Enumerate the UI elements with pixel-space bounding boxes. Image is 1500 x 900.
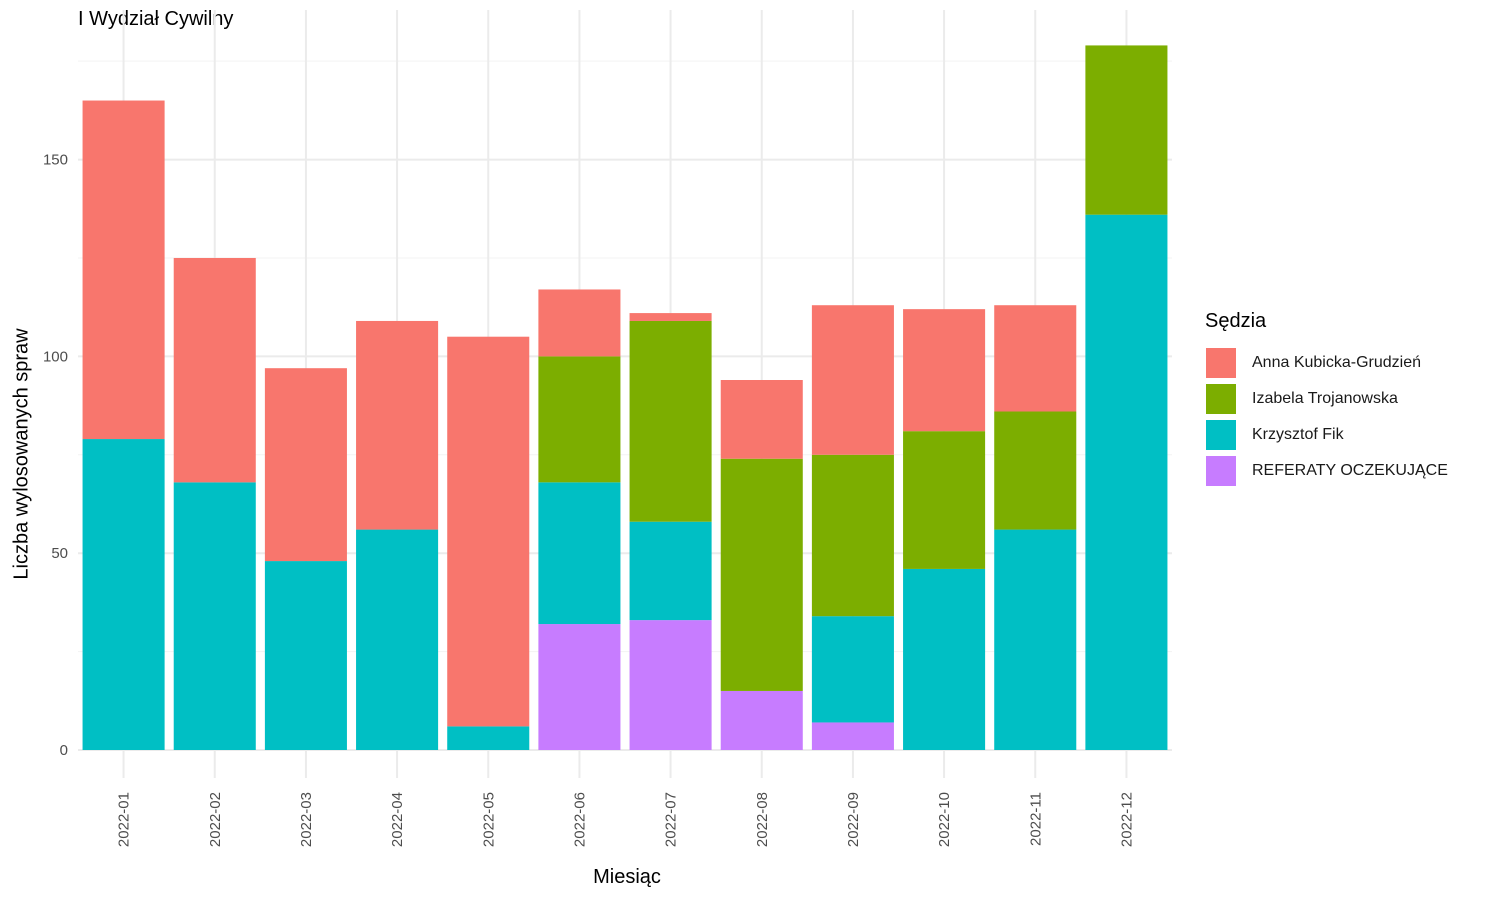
bar-segment — [720, 690, 803, 750]
bar-segment — [538, 356, 621, 483]
bar-segment — [173, 482, 256, 750]
legend-item: Izabela Trojanowska — [1205, 381, 1448, 417]
x-tick-label: 2022-11 — [1027, 792, 1044, 846]
bar-segment — [82, 439, 165, 750]
legend-items: Anna Kubicka-Grudzień Izabela Trojanowska… — [1205, 345, 1448, 489]
bar-segment — [994, 411, 1077, 530]
bar-segment — [994, 529, 1077, 750]
x-tick-label: 2022-01 — [116, 792, 133, 847]
x-tick-label: 2022-05 — [480, 792, 497, 847]
legend: Sędzia Anna Kubicka-Grudzień Izabela Troj… — [1205, 310, 1448, 489]
bar-segment — [903, 309, 986, 432]
bar-segment — [994, 305, 1077, 412]
x-tick-label: 2022-06 — [571, 792, 588, 847]
bar-segment — [811, 454, 894, 617]
bars — [82, 45, 1168, 750]
bar-segment — [356, 320, 439, 530]
bar-segment — [264, 368, 347, 562]
y-tick-label: 100 — [43, 348, 68, 365]
legend-title: Sędzia — [1205, 310, 1267, 332]
chart-title: I Wydział Cywilny — [78, 8, 234, 30]
x-tick-label: 2022-03 — [298, 792, 315, 847]
bar-segment — [538, 482, 621, 625]
bar-segment — [629, 521, 712, 621]
y-tick-label: 150 — [43, 152, 68, 169]
x-tick-label: 2022-04 — [389, 792, 406, 847]
bar-segment — [629, 313, 712, 321]
x-tick-label: 2022-07 — [663, 792, 680, 847]
legend-label: REFERATY OCZEKUJĄCE — [1252, 462, 1448, 479]
y-axis-label: Liczba wylosowanych spraw — [10, 328, 33, 580]
bar-segment — [629, 620, 712, 750]
bar-segment — [82, 100, 165, 440]
bar-segment — [538, 624, 621, 750]
bar-segment — [538, 289, 621, 357]
bar-segment — [720, 380, 803, 459]
legend-label: Izabela Trojanowska — [1252, 390, 1398, 407]
bar-segment — [356, 529, 439, 750]
bar-segment — [720, 458, 803, 691]
bar-segment — [173, 257, 256, 483]
y-tick-label: 0 — [60, 742, 68, 759]
bar-segment — [447, 726, 530, 750]
legend-label: Krzysztof Fik — [1252, 426, 1344, 443]
y-axis-ticks: 0 50 100 150 — [43, 152, 68, 759]
bar-segment — [447, 336, 530, 727]
x-tick-label: 2022-09 — [845, 792, 862, 847]
x-tick-label: 2022-02 — [207, 792, 224, 847]
bar-segment — [629, 320, 712, 522]
legend-swatch — [1205, 455, 1237, 487]
legend-swatch — [1205, 347, 1237, 379]
bar-segment — [1085, 45, 1168, 215]
bar-segment — [811, 305, 894, 455]
legend-swatch — [1205, 383, 1237, 415]
legend-item: Anna Kubicka-Grudzień — [1205, 345, 1448, 381]
bar-segment — [811, 616, 894, 723]
bar-segment — [903, 431, 986, 569]
legend-label: Anna Kubicka-Grudzień — [1252, 354, 1421, 371]
x-tick-label: 2022-10 — [936, 792, 953, 847]
legend-swatch — [1205, 419, 1237, 451]
x-tick-label: 2022-12 — [1118, 792, 1135, 847]
x-axis-ticks: 2022-01 2022-02 2022-03 2022-04 2022-05 2022-… — [116, 792, 1136, 847]
bar-segment — [264, 561, 347, 750]
bar-segment — [903, 568, 986, 750]
y-tick-label: 50 — [51, 545, 68, 562]
x-tick-label: 2022-08 — [754, 792, 771, 847]
legend-item: REFERATY OCZEKUJĄCE — [1205, 453, 1448, 489]
legend-item: Krzysztof Fik — [1205, 417, 1448, 453]
bar-segment — [1085, 214, 1168, 750]
bar-segment — [811, 722, 894, 750]
x-axis-label: Miesiąc — [593, 866, 661, 888]
